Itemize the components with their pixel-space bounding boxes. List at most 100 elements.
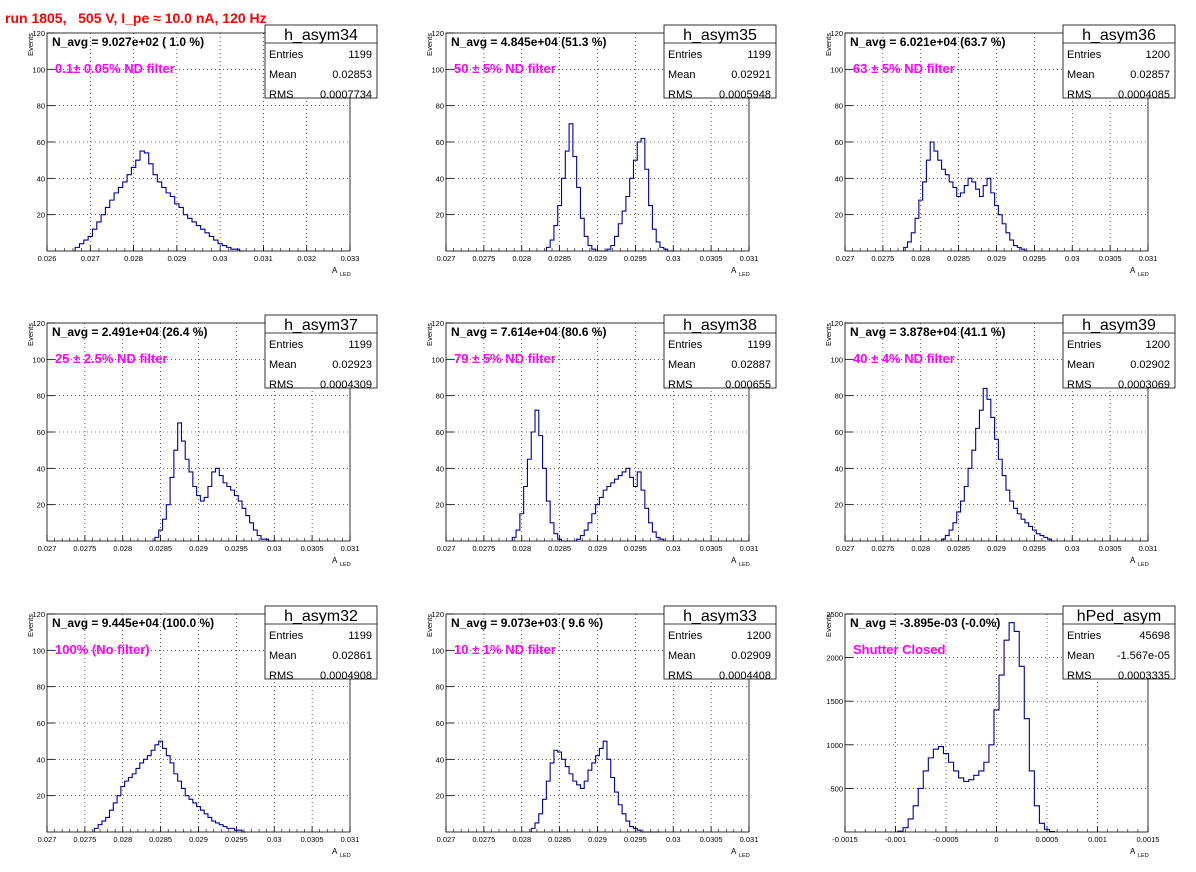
navg-label: N_avg = 2.491e+04 (26.4 %) xyxy=(52,325,207,339)
x-tick-label: 0.0285 xyxy=(548,544,571,553)
x-tick-label: 0.0285 xyxy=(149,544,172,553)
filter-annotation: 100% (No filter) xyxy=(55,642,150,657)
x-axis-label: A xyxy=(332,266,338,275)
stats-label: Entries xyxy=(668,339,703,351)
y-tick-label: 100 xyxy=(431,646,444,655)
y-axis-label: Events xyxy=(824,33,833,56)
x-tick-label: 0.028 xyxy=(124,254,143,263)
stats-label: Entries xyxy=(1067,49,1102,61)
histogram-series-hPed_asym xyxy=(897,622,1056,833)
stats-label: RMS xyxy=(668,670,692,682)
stats-value: 0.0003069 xyxy=(1118,379,1170,391)
x-axis-label: A xyxy=(731,847,737,856)
filter-annotation: 25 ± 2.5% ND filter xyxy=(55,351,168,366)
filter-annotation: 50 ± 5% ND filter xyxy=(454,61,556,76)
x-tick-label: 0.03 xyxy=(267,544,282,553)
stats-value: 0.02887 xyxy=(731,359,771,371)
histogram-series-h_asym34 xyxy=(74,150,244,252)
stats-label: Mean xyxy=(1067,69,1095,81)
histogram-name: h_asym33 xyxy=(683,608,757,625)
histogram-panel-h_asym32: 0.027 0.0275 0.028 0.0285 0.029 0.0295 0.03 0.0… xyxy=(26,605,378,859)
x-tick-label: 0.028 xyxy=(911,254,930,263)
y-axis-label: Events xyxy=(26,323,35,346)
stats-value: 0.02853 xyxy=(332,69,372,81)
x-tick-label: 0.03 xyxy=(1065,544,1080,553)
stats-label: Entries xyxy=(1067,630,1102,642)
x-axis-label-subscript: LED xyxy=(739,562,750,568)
navg-label: N_avg = 9.445e+04 (100.0 %) xyxy=(52,616,214,630)
y-tick-label: 20 xyxy=(37,211,45,220)
y-tick-label: 120 xyxy=(32,319,45,328)
x-tick-label: 0.0305 xyxy=(301,544,324,553)
stats-label: Mean xyxy=(668,650,696,662)
y-tick-label: 80 xyxy=(835,102,843,111)
y-tick-label: 100 xyxy=(32,646,45,655)
y-tick-label: 20 xyxy=(37,501,45,510)
y-tick-label: 80 xyxy=(37,683,45,692)
navg-label: N_avg = 9.027e+02 ( 1.0 %) xyxy=(52,35,204,49)
stats-value: 1200 xyxy=(747,630,771,642)
x-axis-label: A xyxy=(731,266,737,275)
x-tick-label: 0.0015 xyxy=(1137,835,1160,844)
stats-label: Entries xyxy=(1067,339,1102,351)
histogram-name: h_asym38 xyxy=(683,317,757,334)
stats-box xyxy=(264,605,378,680)
y-axis-label: Events xyxy=(26,614,35,637)
x-tick-label: 0.0275 xyxy=(472,254,495,263)
x-tick-label: 0.0275 xyxy=(73,835,96,844)
stats-label: RMS xyxy=(1067,670,1091,682)
x-tick-label: 0.0275 xyxy=(472,835,495,844)
x-tick-label: -0.0015 xyxy=(832,835,857,844)
stats-value: 45698 xyxy=(1139,630,1170,642)
y-axis-label: Events xyxy=(824,323,833,346)
x-tick-label: 0.031 xyxy=(1139,544,1158,553)
x-tick-label: 0.028 xyxy=(911,544,930,553)
x-tick-label: 0.0305 xyxy=(700,544,723,553)
x-axis-label: A xyxy=(1130,847,1136,856)
x-tick-label: 0.03 xyxy=(666,835,681,844)
stats-box xyxy=(1062,24,1176,99)
x-axis-label-subscript: LED xyxy=(739,853,750,859)
stats-label: Entries xyxy=(668,49,703,61)
stats-value: 0.02857 xyxy=(1130,69,1170,81)
x-tick-label: 0.028 xyxy=(512,835,531,844)
stats-label: Entries xyxy=(668,630,703,642)
histogram-name: h_asym32 xyxy=(284,608,358,625)
y-tick-label: 120 xyxy=(431,319,444,328)
x-tick-label: 0.026 xyxy=(38,254,57,263)
x-tick-label: 0.0295 xyxy=(624,254,647,263)
x-tick-label: 0.029 xyxy=(167,254,186,263)
stats-label: Entries xyxy=(269,49,304,61)
x-tick-label: 0.0005 xyxy=(1036,835,1059,844)
x-tick-label: 0 xyxy=(994,835,998,844)
histogram-panel-h_asym33: 0.027 0.0275 0.028 0.0285 0.029 0.0295 0.03 0.0… xyxy=(425,605,777,859)
stats-label: Mean xyxy=(668,69,696,81)
y-tick-label: 100 xyxy=(431,355,444,364)
y-axis-label: Events xyxy=(824,614,833,637)
x-tick-label: 0.031 xyxy=(341,544,360,553)
histogram-panel-hPed_asym: -0.0015 -0.001 -0.0005 0 0.0005 0.001 0.0015 50… xyxy=(824,605,1176,859)
y-tick-label: 80 xyxy=(37,102,45,111)
y-tick-label: 60 xyxy=(37,428,45,437)
y-tick-label: 100 xyxy=(32,65,45,74)
y-axis-label: Events xyxy=(26,33,35,56)
y-tick-label: 60 xyxy=(436,138,444,147)
x-tick-label: 0.0275 xyxy=(472,544,495,553)
y-tick-label: 40 xyxy=(436,464,444,473)
x-tick-label: 0.0305 xyxy=(700,835,723,844)
stats-value: 0.02909 xyxy=(731,650,771,662)
x-tick-label: 0.0305 xyxy=(1099,254,1122,263)
y-tick-label: 100 xyxy=(32,355,45,364)
histogram-series-h_asym37 xyxy=(154,422,277,542)
x-axis-label: A xyxy=(332,556,338,565)
histogram-series-h_asym38 xyxy=(511,409,665,542)
plot-frame xyxy=(46,322,351,542)
stats-label: RMS xyxy=(269,379,293,391)
x-axis-label: A xyxy=(332,847,338,856)
y-tick-label: 60 xyxy=(835,428,843,437)
y-tick-label: 40 xyxy=(835,464,843,473)
x-axis-label-subscript: LED xyxy=(340,562,351,568)
y-tick-label: 60 xyxy=(436,719,444,728)
stats-value: 1199 xyxy=(747,339,771,351)
y-tick-label: 20 xyxy=(436,792,444,801)
